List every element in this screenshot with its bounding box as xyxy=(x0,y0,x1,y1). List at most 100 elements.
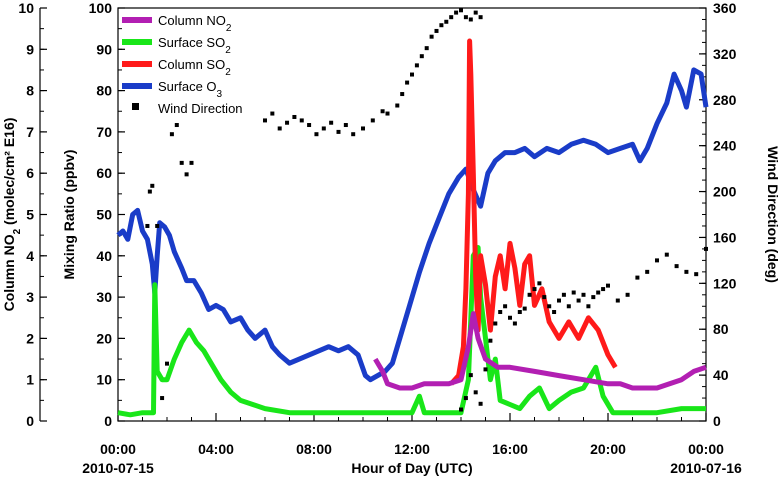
wind-direction-point xyxy=(512,321,517,326)
x-tick-label: 00:00 xyxy=(688,441,724,457)
wind-direction-point xyxy=(169,132,174,137)
right-tick-label: 80 xyxy=(713,321,729,337)
right-axis: 0 40 80 120 160 200 240 280 320 360 xyxy=(699,0,737,429)
wind-direction-point xyxy=(351,132,356,137)
left-inner-tick-label: 90 xyxy=(96,41,112,57)
legend-label-main: Column NO xyxy=(158,13,226,28)
wind-direction-point xyxy=(596,290,601,295)
left-outer-tick-label: 4 xyxy=(26,248,34,264)
wind-direction-point xyxy=(488,338,493,343)
wind-direction-point xyxy=(478,401,483,406)
wind-direction-point xyxy=(527,292,532,297)
right-tick-label: 160 xyxy=(713,229,737,245)
left-outer-tick-label: 10 xyxy=(18,0,34,16)
wind-direction-point xyxy=(503,304,508,309)
left-inner-tick-label: 100 xyxy=(89,0,113,16)
wind-direction-point xyxy=(591,295,596,300)
wind-direction-point xyxy=(329,120,334,125)
wind-direction-point xyxy=(155,223,160,228)
legend-label-main: Column SO xyxy=(158,57,225,72)
column-so2-line xyxy=(449,38,618,386)
x-tick-label: 20:00 xyxy=(590,441,626,457)
wind-direction-point xyxy=(145,223,150,228)
left-outer-axis-title-main: Column NO xyxy=(1,234,17,311)
left-outer-axis: 0 1 2 3 4 5 6 7 8 9 10 xyxy=(18,0,47,429)
left-inner-axis-title: Mixing Ratio (ppbv) xyxy=(61,150,77,280)
right-axis-title: Wind Direction (deg) xyxy=(765,146,778,283)
left-inner-tick-label: 10 xyxy=(96,372,112,388)
wind-direction-point xyxy=(576,298,581,303)
column-no2-line xyxy=(373,311,707,391)
wind-direction-point xyxy=(473,10,478,15)
left-outer-tick-label: 6 xyxy=(26,165,34,181)
wind-direction-point xyxy=(444,19,449,24)
right-tick-label: 280 xyxy=(713,92,737,108)
x-tick-date-label: 2010-07-16 xyxy=(670,460,742,476)
left-outer-tick-label: 8 xyxy=(26,83,34,99)
legend-label-main: Wind Direction xyxy=(158,101,243,116)
surface-so2-line xyxy=(117,245,706,418)
wind-direction-point xyxy=(483,367,488,372)
wind-direction-point xyxy=(179,160,184,165)
wind-direction-point xyxy=(557,298,561,303)
left-inner-tick-label: 70 xyxy=(96,124,112,140)
right-tick-label: 320 xyxy=(713,46,737,62)
wind-direction-point xyxy=(165,361,169,366)
left-outer-axis-title-tail: (molec/cm² E16) xyxy=(1,118,17,229)
wind-direction-point xyxy=(468,373,473,378)
wind-direction-point xyxy=(189,160,194,165)
left-inner-tick-label: 0 xyxy=(104,413,112,429)
left-outer-tick-label: 1 xyxy=(26,372,34,388)
wind-direction-point xyxy=(439,23,444,28)
wind-direction-point xyxy=(410,72,414,77)
wind-direction-point xyxy=(292,114,297,119)
legend-label-main: Surface O xyxy=(158,79,217,94)
left-inner-axis: 0 10 20 30 40 50 60 70 80 90 100 xyxy=(89,0,125,429)
wind-direction-point xyxy=(704,246,708,251)
wind-direction-point xyxy=(674,264,679,269)
x-tick-label: 04:00 xyxy=(198,441,234,457)
wind-direction-point xyxy=(635,275,640,280)
wind-direction-point xyxy=(160,396,165,401)
series-layer xyxy=(116,38,709,418)
wind-direction-series xyxy=(145,8,708,412)
wind-direction-point xyxy=(463,396,468,401)
x-axis-title: Hour of Day (UTC) xyxy=(351,460,472,476)
x-tick-label: 12:00 xyxy=(394,441,430,457)
left-outer-axis-title-subscript: 2 xyxy=(12,228,23,234)
wind-direction-point xyxy=(537,281,542,286)
wind-direction-point xyxy=(454,10,459,15)
legend-label-sso2: Surface SO2 xyxy=(158,35,231,56)
wind-direction-point xyxy=(645,269,650,274)
wind-direction-point xyxy=(542,295,547,300)
wind-direction-point xyxy=(174,123,179,128)
wind-direction-point xyxy=(615,298,620,303)
legend-label-subscript: 2 xyxy=(225,45,231,56)
wind-direction-point xyxy=(459,8,463,13)
right-tick-label: 120 xyxy=(713,275,737,291)
wind-direction-point xyxy=(263,118,267,123)
wind-direction-point xyxy=(277,126,282,131)
left-inner-tick-label: 80 xyxy=(96,83,112,99)
wind-direction-point xyxy=(414,63,419,68)
wind-direction-point xyxy=(522,306,527,311)
left-inner-tick-label: 30 xyxy=(96,289,112,305)
wind-direction-point xyxy=(561,292,566,297)
axis-titles: Hour of Day (UTC) Column NO2 (molec/cm² E… xyxy=(1,118,778,476)
wind-direction-point xyxy=(586,304,591,309)
legend-label-subscript: 2 xyxy=(226,23,232,34)
wind-direction-point xyxy=(321,126,326,131)
wind-direction-point xyxy=(343,123,348,128)
wind-direction-point xyxy=(468,17,473,22)
x-tick-label: 00:00 xyxy=(100,441,136,457)
left-inner-tick-label: 40 xyxy=(96,248,112,264)
left-outer-tick-label: 9 xyxy=(26,41,34,57)
wind-direction-point xyxy=(684,269,689,274)
wind-direction-point xyxy=(424,46,429,51)
wind-direction-point xyxy=(625,292,630,297)
right-tick-label: 0 xyxy=(713,413,721,429)
wind-direction-point xyxy=(147,189,152,194)
legend-label-subscript: 3 xyxy=(217,89,223,100)
wind-direction-point xyxy=(473,390,478,395)
